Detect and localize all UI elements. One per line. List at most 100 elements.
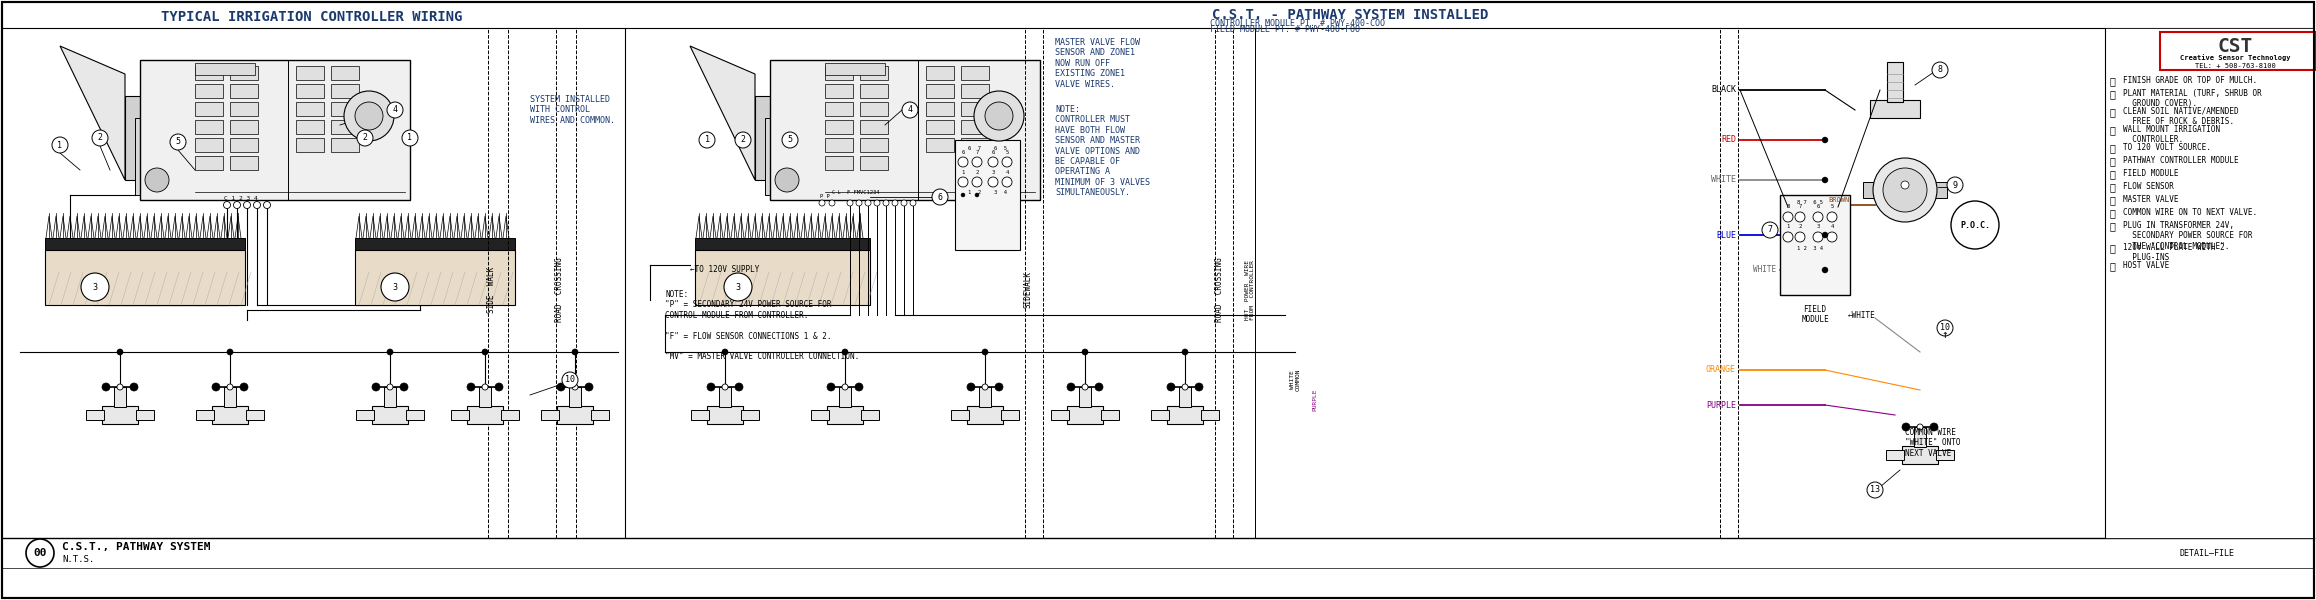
Bar: [225, 387, 236, 407]
Circle shape: [102, 383, 109, 391]
Circle shape: [227, 349, 234, 355]
Text: BROWN: BROWN: [1827, 197, 1848, 203]
Bar: [296, 102, 324, 116]
Text: MASTER VALVE: MASTER VALVE: [2124, 195, 2179, 204]
Text: 7: 7: [1767, 226, 1772, 235]
Text: 5: 5: [787, 136, 792, 145]
Text: PURPLE: PURPLE: [1313, 389, 1318, 411]
Text: 3: 3: [1816, 224, 1820, 229]
Bar: [755, 96, 774, 180]
Bar: [824, 156, 852, 170]
Circle shape: [1813, 212, 1823, 222]
Circle shape: [1823, 267, 1827, 273]
Text: NOTE:
"P" = SECONDARY 24V POWER SOURCE FOR
CONTROL MODULE FROM CONTROLLER.

"F" : NOTE: "P" = SECONDARY 24V POWER SOURCE F…: [665, 290, 859, 361]
Circle shape: [734, 383, 743, 391]
Text: 9: 9: [1952, 181, 1957, 190]
Text: 8 7  6 5: 8 7 6 5: [1797, 200, 1823, 205]
Circle shape: [496, 383, 503, 391]
Bar: [1936, 450, 1955, 460]
Text: CST: CST: [2216, 37, 2253, 56]
Circle shape: [382, 273, 410, 301]
Bar: [229, 138, 257, 152]
Text: TO 120 VOLT SOURCE.: TO 120 VOLT SOURCE.: [2124, 143, 2212, 152]
Text: 2: 2: [975, 169, 980, 175]
Bar: [968, 406, 1003, 424]
Text: C.S.T., PATHWAY SYSTEM: C.S.T., PATHWAY SYSTEM: [63, 542, 211, 552]
Circle shape: [829, 200, 836, 206]
Circle shape: [961, 193, 966, 197]
Circle shape: [984, 102, 1012, 130]
Bar: [452, 410, 470, 420]
Bar: [229, 66, 257, 80]
Circle shape: [973, 157, 982, 167]
Text: TYPICAL IRRIGATION CONTROLLER WIRING: TYPICAL IRRIGATION CONTROLLER WIRING: [162, 10, 463, 24]
Text: 7: 7: [1800, 205, 1802, 209]
Text: 2: 2: [97, 133, 102, 142]
Text: 8: 8: [1786, 205, 1790, 209]
Bar: [706, 406, 743, 424]
Text: 5: 5: [1005, 149, 1010, 154]
Circle shape: [1901, 181, 1908, 189]
Circle shape: [1068, 383, 1075, 391]
Circle shape: [572, 384, 579, 390]
Text: ③: ③: [2110, 107, 2117, 117]
Bar: [558, 406, 593, 424]
Text: 3: 3: [991, 169, 994, 175]
Text: WALL MOUNT IRRIGATION
  CONTROLLER.: WALL MOUNT IRRIGATION CONTROLLER.: [2124, 125, 2221, 145]
Text: ⑬: ⑬: [2110, 261, 2117, 271]
Text: 2: 2: [1800, 224, 1802, 229]
Bar: [961, 66, 989, 80]
Text: 3: 3: [391, 283, 398, 292]
Bar: [542, 410, 558, 420]
Bar: [961, 84, 989, 98]
Bar: [926, 120, 954, 134]
Circle shape: [227, 384, 234, 390]
Text: 13: 13: [1869, 485, 1881, 494]
Text: F FMVC1234: F FMVC1234: [848, 191, 880, 196]
Bar: [769, 60, 1040, 200]
Circle shape: [901, 102, 917, 118]
Circle shape: [387, 349, 394, 355]
Bar: [195, 84, 222, 98]
Circle shape: [1783, 232, 1793, 242]
Text: 3: 3: [736, 283, 741, 292]
Bar: [1888, 62, 1904, 102]
Circle shape: [1929, 423, 1938, 431]
Text: ROAD  CROSSING: ROAD CROSSING: [556, 257, 565, 322]
Text: 6: 6: [1816, 205, 1820, 209]
Bar: [139, 60, 410, 200]
Text: BLUE: BLUE: [1716, 230, 1737, 239]
Bar: [741, 410, 760, 420]
Bar: [197, 410, 213, 420]
Circle shape: [93, 130, 109, 146]
Text: SIDE  WALK: SIDE WALK: [486, 267, 496, 313]
Bar: [824, 120, 852, 134]
Circle shape: [1095, 383, 1102, 391]
Text: CONTROLLER MODULE PT. # PWY-400-COO: CONTROLLER MODULE PT. # PWY-400-COO: [1209, 19, 1385, 28]
Circle shape: [1918, 424, 1922, 430]
Text: FIELD MODULE: FIELD MODULE: [2124, 169, 2179, 178]
Text: PLUG IN TRANSFORMER 24V,
  SECONDARY POWER SOURCE FOR
  THE "CONTROL MODULE".: PLUG IN TRANSFORMER 24V, SECONDARY POWER…: [2124, 221, 2253, 251]
Bar: [125, 96, 144, 180]
Text: FIELD MODULE PT. # PWY-400-FOO: FIELD MODULE PT. # PWY-400-FOO: [1209, 25, 1359, 34]
Bar: [331, 66, 359, 80]
Text: HOT  POWER  WIRE
FROM  CONTROLLER: HOT POWER WIRE FROM CONTROLLER: [1244, 260, 1255, 320]
Text: 5: 5: [176, 137, 181, 146]
Bar: [134, 118, 181, 195]
Text: 1: 1: [408, 133, 412, 142]
Circle shape: [892, 200, 899, 206]
Bar: [2105, 28, 2314, 538]
Text: 1 2  3 4: 1 2 3 4: [1797, 245, 1823, 251]
Bar: [926, 138, 954, 152]
Text: P P: P P: [820, 193, 829, 199]
Bar: [954, 140, 1019, 250]
Polygon shape: [690, 46, 755, 180]
Text: DETAIL—FILE: DETAIL—FILE: [2179, 548, 2235, 557]
Bar: [1934, 182, 1948, 198]
Bar: [690, 410, 709, 420]
Text: 8: 8: [1938, 65, 1943, 74]
Text: ②: ②: [2110, 89, 2117, 99]
Circle shape: [864, 200, 871, 206]
Circle shape: [558, 383, 565, 391]
Circle shape: [25, 539, 53, 567]
